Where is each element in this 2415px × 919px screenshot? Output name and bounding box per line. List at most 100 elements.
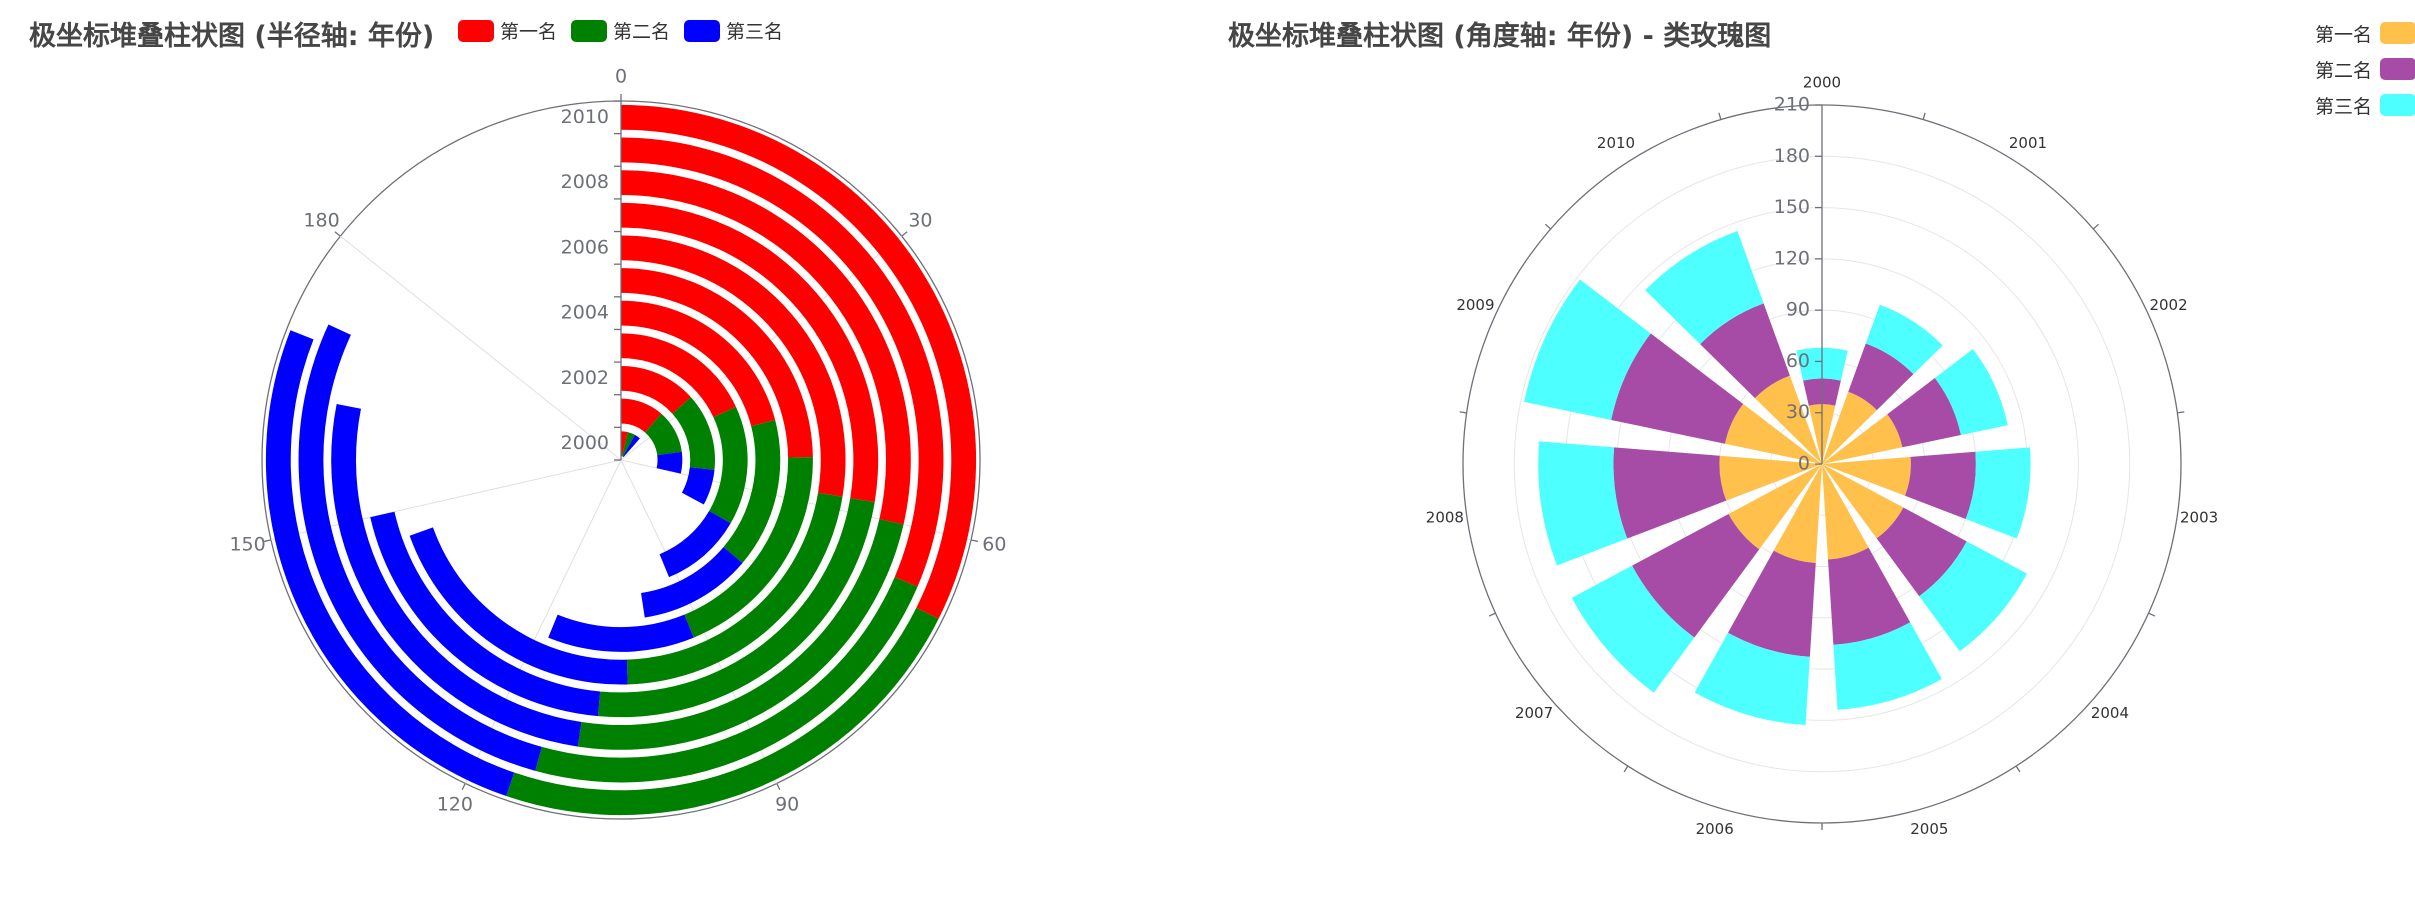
right-angle-tick <box>2177 411 2185 414</box>
right-bar-2004-s1[interactable] <box>1822 464 1904 539</box>
right-angle-tick <box>2015 765 2021 773</box>
right-bar-2008-s3[interactable] <box>1538 441 1628 566</box>
right-bar-2004-s2[interactable] <box>1876 507 1967 597</box>
right-radius-tick-label: 90 <box>1786 299 1810 321</box>
right-angle-tick-label: 2010 <box>1597 134 1635 152</box>
left-bar-2000-s2[interactable] <box>621 432 635 457</box>
left-bar-2010-s3[interactable] <box>265 330 515 797</box>
left-bar-2006-s1[interactable] <box>621 235 846 497</box>
left-bar-2004-s1[interactable] <box>621 300 776 427</box>
right-bar-2005-s2[interactable] <box>1828 547 1911 645</box>
left-bar-2006-s3[interactable] <box>409 527 628 685</box>
right-angle-tick <box>1718 112 1722 120</box>
right-bar-2007-s2[interactable] <box>1632 514 1760 638</box>
left-legend-item-3[interactable]: 第三名 <box>684 17 783 44</box>
left-bar-2010-s1[interactable] <box>621 104 977 619</box>
right-chart-panel: 2000 2001 2002 2003 2004 2005 2006 2007 2008 2009… <box>1208 0 2415 919</box>
left-bar-2010-s2[interactable] <box>506 607 939 816</box>
right-legend: 第一名 第二名 第三名 <box>2315 15 2415 123</box>
left-bar-2003-s3[interactable] <box>659 510 731 578</box>
right-angle-tick-label: 2009 <box>1456 296 1494 314</box>
left-angle-tick-label: 60 <box>982 534 1006 556</box>
left-legend-item-2[interactable]: 第二名 <box>571 17 670 44</box>
left-bar-2004-s3[interactable] <box>641 546 743 618</box>
right-bar-2007-s1[interactable] <box>1728 464 1822 550</box>
left-angle-tick <box>776 783 781 791</box>
left-bar-2009-s3[interactable] <box>298 324 542 771</box>
right-bar-2010-s1[interactable] <box>1754 375 1822 464</box>
left-chart-title: 极坐标堆叠柱状图 (半径轴: 年份) <box>29 21 435 52</box>
right-bar-2003-s2[interactable] <box>1905 451 1976 519</box>
left-bar-2003-s1[interactable] <box>621 333 736 418</box>
right-legend-label-3: 第三名 <box>2315 95 2373 118</box>
right-legend-label-2: 第二名 <box>2315 59 2373 82</box>
left-radius-tick-label: 2006 <box>561 236 609 258</box>
left-bar-2000-s1[interactable] <box>621 431 628 457</box>
right-radius-tick-label: 0 <box>1798 453 1810 475</box>
left-bar-2007-s2[interactable] <box>597 498 875 718</box>
left-bar-2005-s2[interactable] <box>684 457 813 638</box>
right-radius-tick-label: 60 <box>1786 350 1810 372</box>
right-bar-2009-s3[interactable] <box>1524 279 1651 421</box>
right-bar-2002-s3[interactable] <box>1934 348 2008 436</box>
left-bar-2001-s1[interactable] <box>621 398 662 433</box>
left-bar-2002-s2[interactable] <box>672 397 715 470</box>
right-radius-tick-label: 120 <box>1774 247 1810 269</box>
left-bar-2002-s1[interactable] <box>621 366 691 414</box>
right-angle-tick-label: 2000 <box>1803 74 1841 92</box>
right-angle-tick-label: 2008 <box>1426 509 1464 527</box>
left-bar-2009-s1[interactable] <box>621 137 944 587</box>
right-legend-item-3[interactable]: 第三名 <box>2315 87 2415 123</box>
left-bar-2005-s1[interactable] <box>621 268 813 458</box>
left-bar-2005-s3[interactable] <box>548 614 694 652</box>
right-radius-tick-label: 210 <box>1774 94 1810 116</box>
right-radius-tick-label: 180 <box>1774 145 1810 167</box>
right-legend-item-1[interactable]: 第一名 <box>2315 15 2415 51</box>
left-bar-2003-s2[interactable] <box>709 406 748 524</box>
right-bar-2002-s1[interactable] <box>1822 414 1903 464</box>
right-bar-2006-s2[interactable] <box>1727 550 1816 657</box>
right-legend-item-2[interactable]: 第二名 <box>2315 51 2415 87</box>
right-bar-2003-s3[interactable] <box>1965 447 2031 539</box>
right-bar-2007-s3[interactable] <box>1571 565 1695 693</box>
right-bar-2010-s3[interactable] <box>1645 231 1764 345</box>
right-bar-2002-s2[interactable] <box>1887 378 1961 448</box>
left-bar-2002-s3[interactable] <box>681 467 715 505</box>
right-legend-swatch-1 <box>2380 22 2415 44</box>
left-bar-2007-s3[interactable] <box>370 511 601 717</box>
right-radius-tick-label: 150 <box>1774 196 1810 218</box>
left-bar-2009-s2[interactable] <box>535 576 918 783</box>
right-angle-tick-label: 2001 <box>2009 134 2047 152</box>
left-legend: 第一名 第二名 第三名 <box>458 17 783 44</box>
right-bar-2005-s1[interactable] <box>1822 464 1869 560</box>
left-legend-item-1[interactable]: 第一名 <box>458 17 557 44</box>
left-bar-2007-s1[interactable] <box>621 202 879 503</box>
right-bar-2006-s3[interactable] <box>1694 632 1810 726</box>
left-angle-tick-label: 0 <box>615 66 627 88</box>
right-bar-2004-s3[interactable] <box>1919 541 2027 652</box>
right-angle-tick-label: 2006 <box>1696 820 1734 838</box>
right-bar-2001-s3[interactable] <box>1865 304 1943 375</box>
left-bar-2008-s3[interactable] <box>331 403 582 747</box>
right-bar-2008-s1[interactable] <box>1719 455 1822 501</box>
left-bar-2000-s3[interactable] <box>622 434 640 458</box>
right-bar-2005-s3[interactable] <box>1833 622 1942 710</box>
right-bar-2010-s2[interactable] <box>1700 303 1790 399</box>
right-bar-2008-s2[interactable] <box>1613 447 1727 539</box>
right-bar-2006-s1[interactable] <box>1773 464 1822 563</box>
left-bar-2001-s3[interactable] <box>656 451 683 474</box>
left-angle-tick-label: 30 <box>908 210 932 232</box>
left-radius-tick-label: 2002 <box>561 367 609 389</box>
right-angle-tick <box>1544 223 1552 230</box>
right-bar-2001-s1[interactable] <box>1822 391 1877 464</box>
right-legend-swatch-3 <box>2380 94 2415 116</box>
right-legend-swatch-2 <box>2380 58 2415 80</box>
right-bar-2009-s2[interactable] <box>1611 333 1744 444</box>
right-bar-2001-s2[interactable] <box>1848 343 1914 411</box>
right-bar-2003-s1[interactable] <box>1822 456 1911 496</box>
left-bar-2006-s2[interactable] <box>626 492 843 685</box>
left-bar-2001-s2[interactable] <box>645 413 682 456</box>
left-bar-2008-s2[interactable] <box>577 518 904 750</box>
right-bar-2009-s1[interactable] <box>1724 403 1822 464</box>
left-bar-2004-s2[interactable] <box>723 419 781 563</box>
